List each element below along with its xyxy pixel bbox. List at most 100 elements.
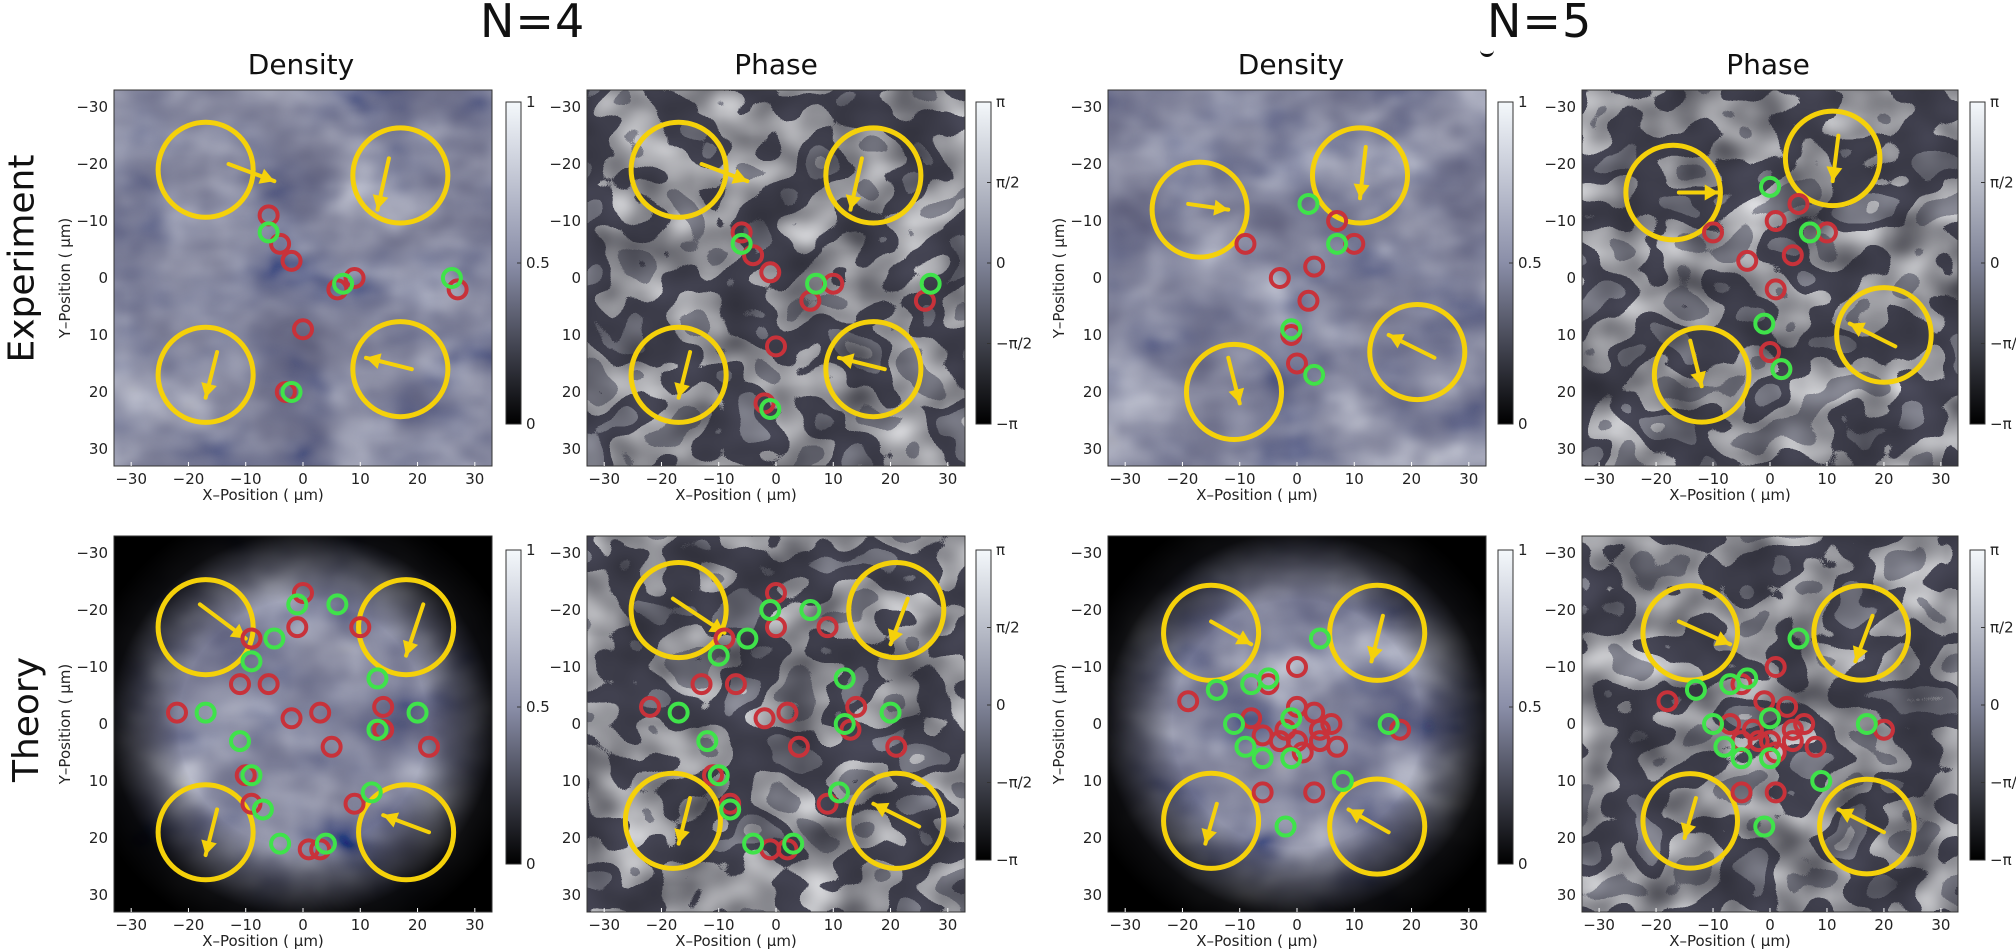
colorbar-tick-label: 0 bbox=[526, 855, 536, 873]
vortex-green bbox=[1326, 232, 1349, 255]
panel-4-phase-experiment: −30 −30 −20 −20 −10 −10 0 0 10 10 20 20 30 30 X–Positi… bbox=[1544, 89, 2016, 504]
y-tick-label: 10 bbox=[562, 326, 581, 344]
y-tick-label: −20 bbox=[76, 155, 108, 173]
vortex-green bbox=[1280, 747, 1303, 770]
y-tick-label: 10 bbox=[562, 772, 581, 790]
x-axis-label: X–Position ( μm) bbox=[1196, 486, 1318, 504]
vortex-green bbox=[1205, 678, 1228, 701]
ring-marker bbox=[356, 782, 457, 883]
ring-marker bbox=[1327, 582, 1428, 683]
vortex-red bbox=[1781, 730, 1804, 753]
direction-arrow bbox=[1680, 796, 1698, 840]
direction-arrow bbox=[402, 602, 426, 658]
direction-arrow bbox=[674, 796, 693, 846]
ring-marker bbox=[1149, 159, 1250, 260]
colorbar-tick-label: 0 bbox=[1518, 415, 1528, 433]
vortex-red bbox=[1303, 781, 1326, 804]
vortex-green bbox=[257, 221, 280, 244]
vortex-green bbox=[730, 232, 753, 255]
vortex-red bbox=[1268, 267, 1291, 289]
x-tick-label: −10 bbox=[1697, 470, 1729, 488]
x-tick-label: 20 bbox=[1874, 470, 1893, 488]
y-tick-label: −20 bbox=[549, 601, 581, 619]
panel-8-phase-theory: −30 −30 −20 −20 −10 −10 0 0 10 10 20 20 30 30 X–Positi… bbox=[1544, 535, 2016, 950]
direction-arrow bbox=[1209, 619, 1254, 647]
ring-marker bbox=[155, 119, 256, 220]
colorbar: 10.50 bbox=[505, 541, 550, 873]
vortex-red bbox=[724, 673, 747, 696]
colorbar-tick-label: 0.5 bbox=[1518, 698, 1542, 716]
y-tick-label: 0 bbox=[1566, 715, 1576, 733]
direction-arrow bbox=[381, 812, 431, 835]
y-tick-label: −10 bbox=[1544, 212, 1576, 230]
y-tick-label: 30 bbox=[1557, 440, 1576, 458]
vortex-green bbox=[229, 730, 251, 753]
vortex-green bbox=[833, 713, 856, 735]
x-tick-label: −30 bbox=[1583, 470, 1615, 488]
colorbar-tick-label: −π/2 bbox=[996, 774, 1032, 792]
ring-marker bbox=[1327, 776, 1428, 877]
vortex-red bbox=[309, 701, 332, 724]
vortex-green bbox=[360, 781, 383, 804]
y-tick-label: 30 bbox=[1557, 886, 1576, 904]
vortex-red bbox=[446, 278, 469, 301]
x-axis-label: X–Position ( μm) bbox=[202, 486, 324, 504]
y-tick-label: −30 bbox=[549, 544, 581, 562]
colorbar-tick-label: π/2 bbox=[1990, 619, 2014, 637]
vortex-red bbox=[1781, 718, 1804, 741]
vortex-red bbox=[1787, 192, 1810, 215]
direction-arrow bbox=[1386, 332, 1437, 360]
direction-arrow bbox=[1852, 613, 1875, 664]
vortex-red bbox=[320, 735, 343, 758]
y-tick-label: 30 bbox=[1083, 886, 1102, 904]
colorbar: π π/2 0 −π/2 −π bbox=[975, 93, 1032, 433]
vortex-green bbox=[1234, 735, 1257, 758]
y-tick-label: 20 bbox=[1557, 829, 1576, 847]
y-tick-label: 20 bbox=[89, 829, 108, 847]
x-tick-label: 10 bbox=[1817, 916, 1836, 934]
vortex-red bbox=[1286, 352, 1308, 375]
colorbar: π π/2 0 −π/2 −π bbox=[1969, 541, 2016, 869]
x-tick-label: 10 bbox=[824, 470, 843, 488]
ring-marker bbox=[1367, 302, 1468, 403]
vortex-red bbox=[280, 249, 303, 272]
x-tick-label: −10 bbox=[703, 916, 735, 934]
vortex-green bbox=[742, 832, 765, 855]
vortex-red bbox=[349, 616, 372, 639]
x-tick-label: 10 bbox=[824, 916, 843, 934]
vortex-red bbox=[787, 735, 810, 758]
vortex-green bbox=[1280, 707, 1303, 730]
vortex-green bbox=[736, 627, 759, 650]
y-tick-label: 10 bbox=[89, 326, 108, 344]
vortex-green bbox=[332, 272, 355, 295]
x-tick-label: 0 bbox=[1765, 916, 1775, 934]
y-tick-label: 20 bbox=[1557, 383, 1576, 401]
x-tick-label: 30 bbox=[938, 470, 957, 488]
colorbar-tick-label: 0.5 bbox=[526, 698, 550, 716]
x-tick-label: −30 bbox=[1109, 916, 1141, 934]
colorbar-tick-label: π/2 bbox=[996, 174, 1020, 192]
y-tick-label: 0 bbox=[1092, 715, 1102, 733]
vortex-red bbox=[1656, 690, 1679, 713]
vortex-green bbox=[1331, 769, 1354, 792]
colorbar-tick-label: −π bbox=[996, 851, 1018, 869]
vortex-green bbox=[366, 718, 389, 741]
vortex-red bbox=[1764, 210, 1787, 233]
x-tick-label: 20 bbox=[408, 470, 427, 488]
ring-marker bbox=[1651, 325, 1752, 425]
vortex-red bbox=[1736, 249, 1759, 272]
x-tick-label: 20 bbox=[1402, 470, 1421, 488]
x-tick-label: −30 bbox=[588, 916, 620, 934]
vortex-red bbox=[753, 392, 776, 415]
direction-arrow bbox=[837, 353, 887, 372]
vortex-green bbox=[1736, 667, 1759, 690]
direction-arrow bbox=[372, 156, 391, 212]
vortex-green bbox=[805, 272, 828, 295]
vortex-green bbox=[314, 832, 337, 855]
vortex-red bbox=[1177, 690, 1200, 713]
ring-marker bbox=[1834, 285, 1934, 385]
y-tick-label: −10 bbox=[1070, 658, 1102, 676]
vortex-red bbox=[229, 673, 251, 696]
direction-arrow bbox=[201, 350, 220, 400]
colorbar-tick-label: π bbox=[1990, 93, 1999, 111]
